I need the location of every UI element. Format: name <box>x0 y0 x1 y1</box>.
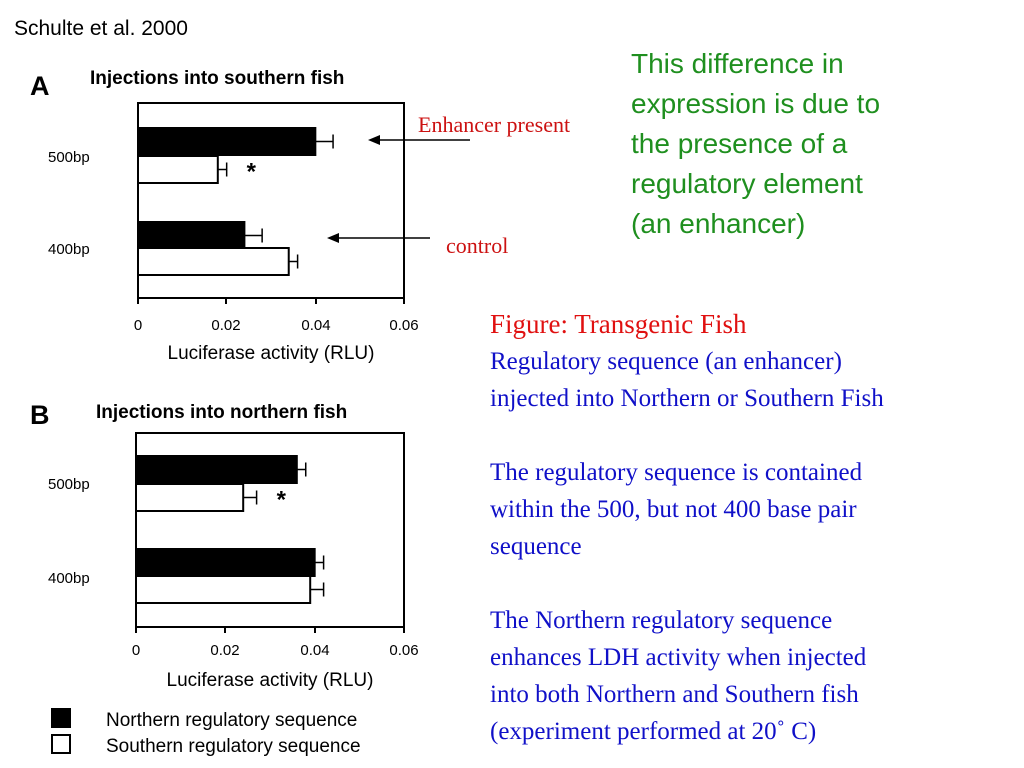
note-line: the presence of a <box>631 128 848 159</box>
x-axis-label: Luciferase activity (RLU) <box>168 343 375 364</box>
legend-label-southern: Southern regulatory sequence <box>106 736 361 757</box>
desc-line: The regulatory sequence is contained <box>490 459 863 486</box>
citation: Schulte et al. 2000 <box>14 17 188 40</box>
desc-line: within the 500, but not 400 base pair <box>490 496 857 523</box>
significance-marker: * <box>247 159 257 186</box>
x-tick-label: 0 <box>132 642 140 659</box>
x-tick-label: 0.02 <box>211 317 240 334</box>
legend-swatch-northern <box>51 708 71 728</box>
note-line: (an enhancer) <box>631 208 806 239</box>
enhancer-arrowhead <box>368 135 380 145</box>
bar-southern <box>135 483 245 512</box>
significance-marker: * <box>277 487 287 514</box>
category-label: 500bp <box>48 476 90 493</box>
desc-line: injected into Northern or Southern Fish <box>490 385 884 412</box>
x-tick-label: 0.04 <box>300 642 329 659</box>
control-label: control <box>446 233 508 258</box>
category-label: 400bp <box>48 570 90 587</box>
bar-southern <box>137 247 290 276</box>
control-arrowhead <box>327 233 339 243</box>
bar-northern <box>137 221 246 250</box>
desc-line: The Northern regulatory sequence <box>490 607 833 634</box>
bar-southern <box>135 575 312 604</box>
panel-title: Injections into northern fish <box>96 402 347 423</box>
figure-title: Figure: Transgenic Fish <box>490 309 747 339</box>
bar-northern <box>137 127 317 156</box>
desc-line: sequence <box>490 533 582 560</box>
note-line: expression is due to <box>631 88 881 119</box>
panel-letter: A <box>30 71 50 101</box>
bar-northern <box>135 548 316 577</box>
legend-label-northern: Northern regulatory sequence <box>106 710 357 731</box>
note-line: regulatory element <box>631 168 863 199</box>
desc-line: (experiment performed at 20˚ C) <box>490 718 817 745</box>
legend-swatch-southern <box>51 734 71 754</box>
panel-letter: B <box>30 400 50 430</box>
category-label: 400bp <box>48 241 90 258</box>
desc-line: into both Northern and Southern fish <box>490 681 859 708</box>
panel-title: Injections into southern fish <box>90 68 344 89</box>
x-tick-label: 0.06 <box>389 317 418 334</box>
desc-line: enhances LDH activity when injected <box>490 644 867 671</box>
enhancer-label: Enhancer present <box>418 112 570 137</box>
category-label: 500bp <box>48 149 90 166</box>
x-tick-label: 0.06 <box>389 642 418 659</box>
bar-southern <box>137 155 219 184</box>
note-line: This difference in <box>631 48 844 79</box>
plot-frame <box>135 432 405 628</box>
plot-frame <box>137 102 405 299</box>
explanation-note: This difference in expression is due to … <box>631 44 991 244</box>
desc-line: Regulatory sequence (an enhancer) <box>490 348 842 375</box>
x-tick-label: 0 <box>134 317 142 334</box>
x-tick-label: 0.04 <box>301 317 330 334</box>
figure-description: Figure: Transgenic Fish Regulatory seque… <box>490 306 1010 750</box>
x-tick-label: 0.02 <box>210 642 239 659</box>
x-axis-label: Luciferase activity (RLU) <box>167 670 374 691</box>
bar-northern <box>135 455 298 484</box>
